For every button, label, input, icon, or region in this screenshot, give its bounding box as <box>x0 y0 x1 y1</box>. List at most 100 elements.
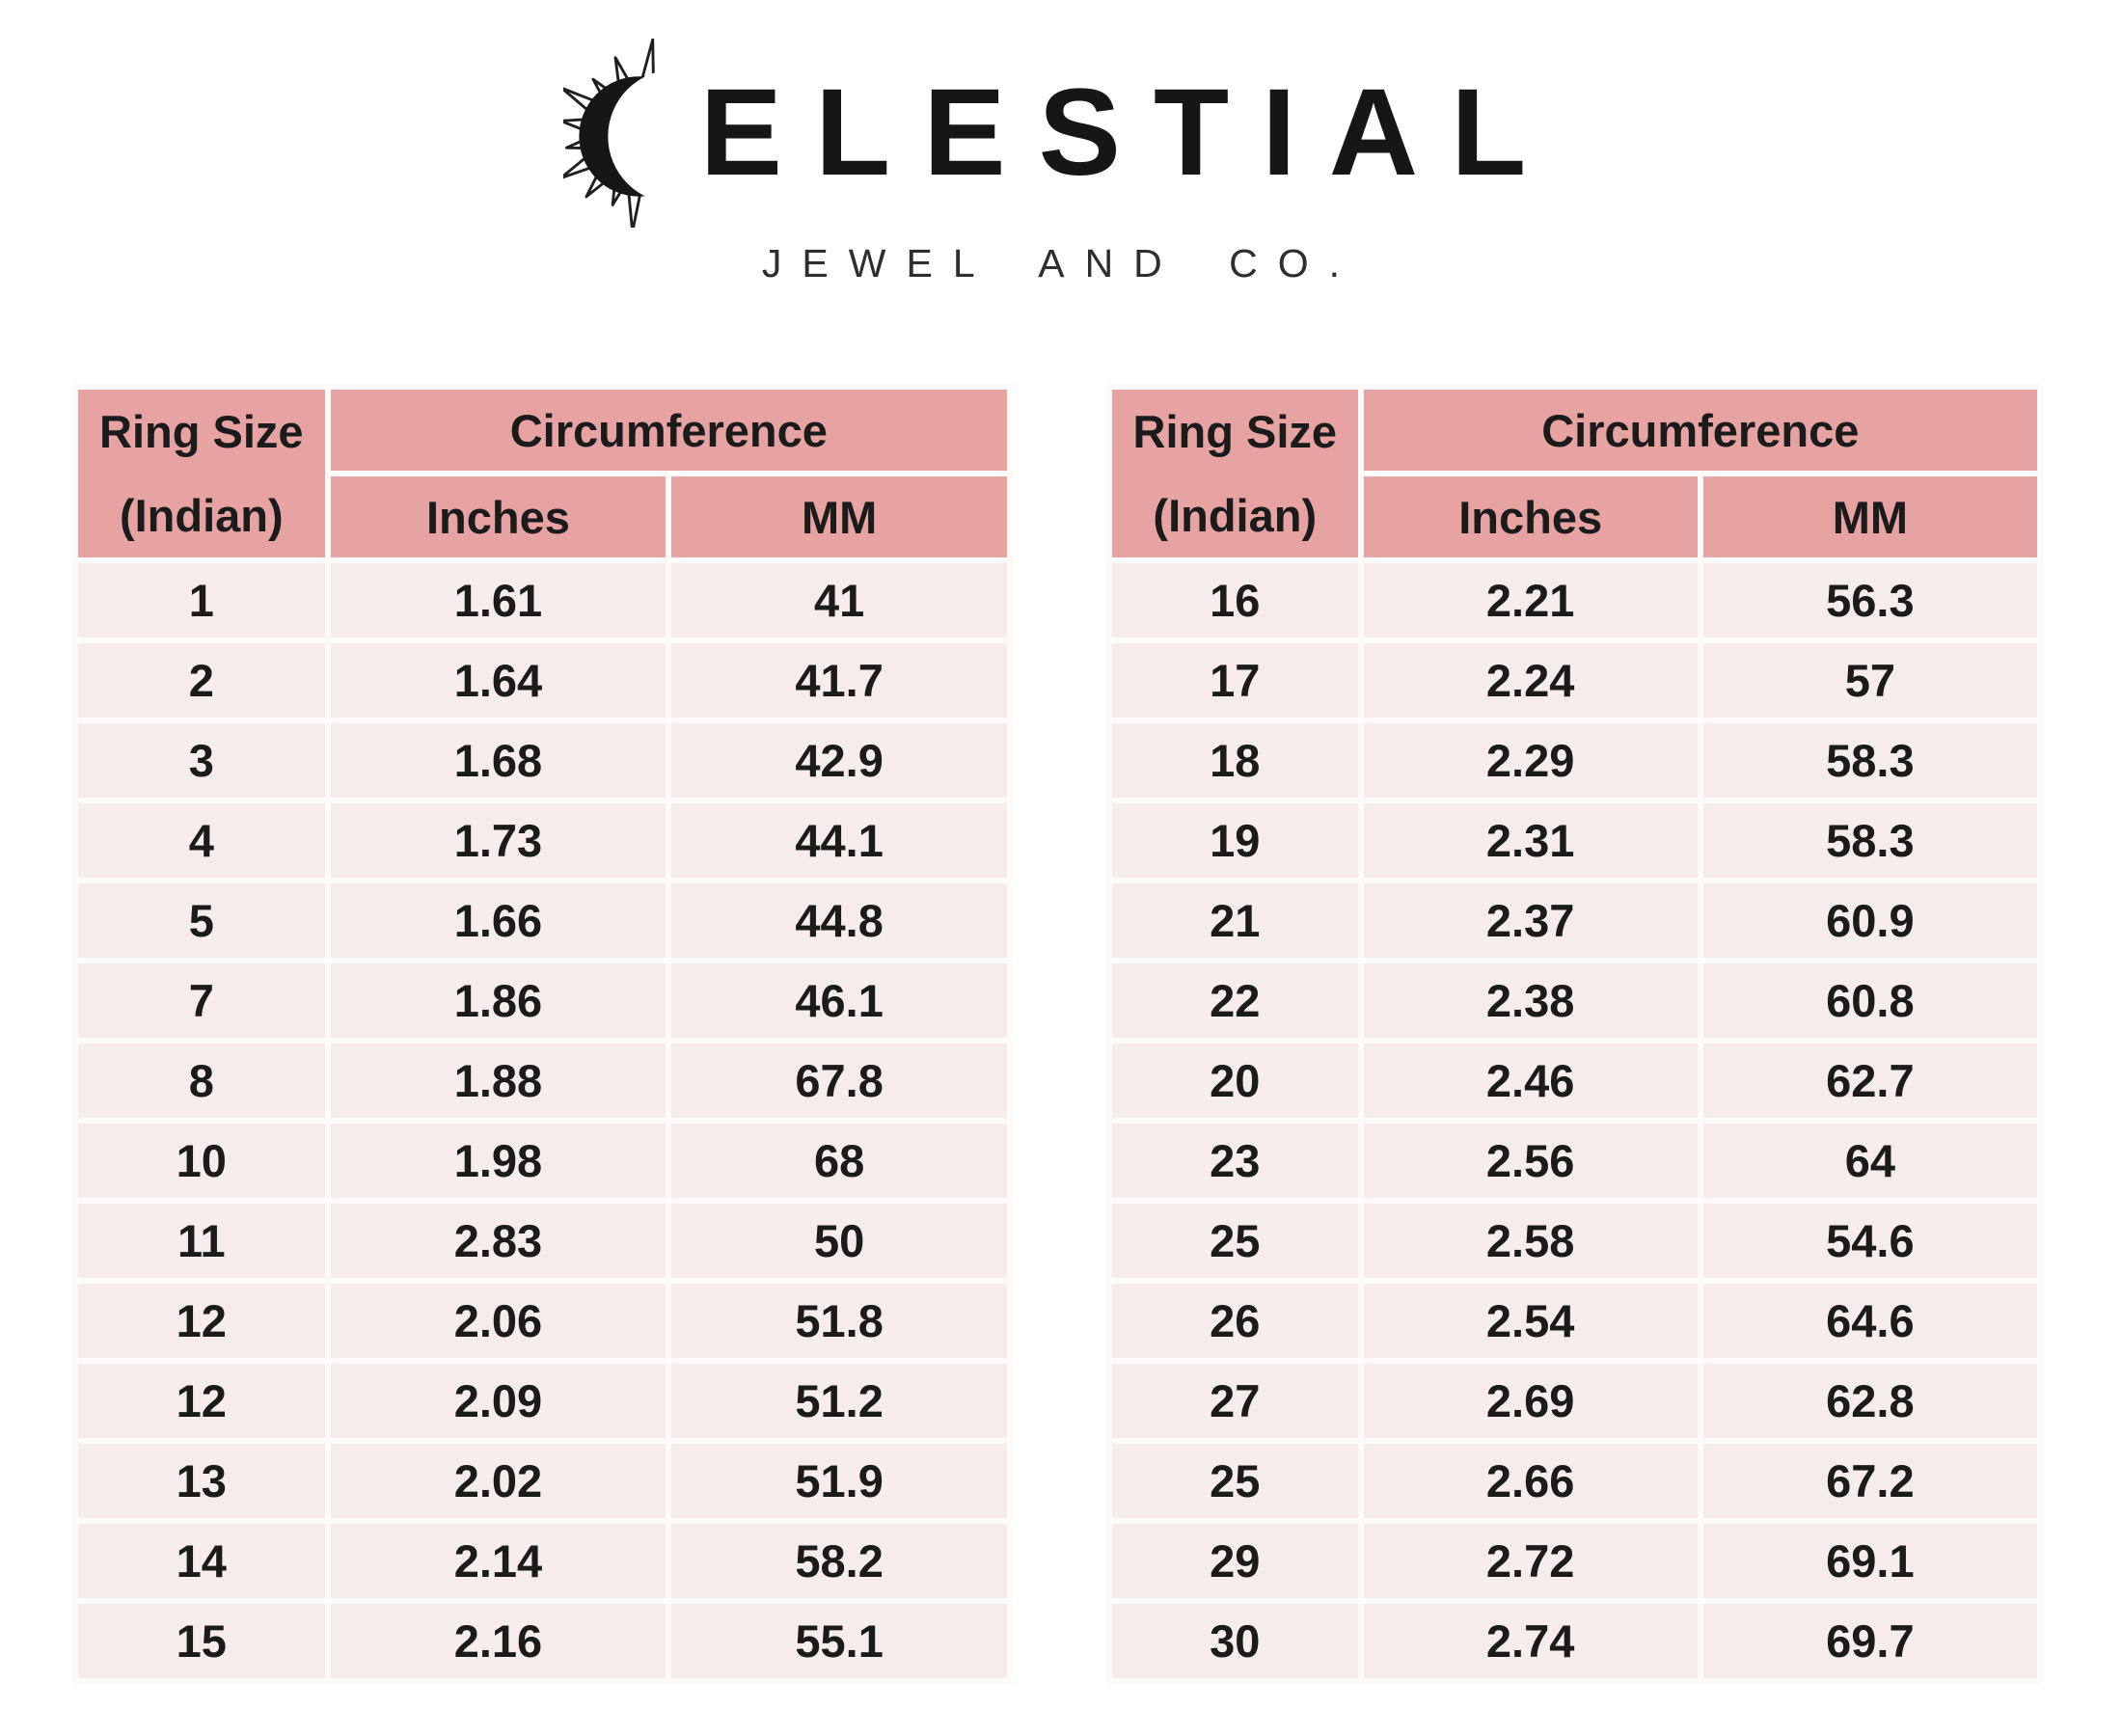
table-row: 20 2.46 62.7 <box>1106 1038 2044 1124</box>
table-row: 12 2.09 51.2 <box>72 1358 1013 1444</box>
table-row: 4 1.73 44.1 <box>72 798 1013 883</box>
cell-inches: 1.98 <box>324 1118 672 1204</box>
cell-inches: 2.74 <box>1357 1598 1703 1684</box>
cell-mm: 60.9 <box>1697 878 2044 963</box>
cell-mm: 56.3 <box>1697 557 2044 643</box>
cell-inches: 2.09 <box>324 1358 672 1444</box>
cell-inches: 2.58 <box>1357 1198 1703 1284</box>
cell-ring-size: 3 <box>72 718 331 803</box>
table-row: 13 2.02 51.9 <box>72 1438 1013 1524</box>
cell-mm: 57 <box>1697 637 2044 723</box>
cell-mm: 54.6 <box>1697 1198 2044 1284</box>
cell-inches: 2.54 <box>1357 1278 1703 1364</box>
cell-inches: 1.68 <box>324 718 672 803</box>
table-row: 8 1.88 67.8 <box>72 1038 1013 1124</box>
cell-ring-size: 25 <box>1106 1198 1364 1284</box>
header-ring-size-line2: (Indian) <box>119 490 284 541</box>
brand-wordmark-line: ELESTIAL <box>0 39 2122 228</box>
cell-inches: 2.83 <box>324 1198 672 1284</box>
table-row: 23 2.56 64 <box>1106 1118 2044 1204</box>
header-ring-size: Ring Size (Indian) <box>1106 384 1364 563</box>
cell-inches: 2.29 <box>1357 718 1703 803</box>
cell-inches: 2.72 <box>1357 1518 1703 1604</box>
table-row: 5 1.66 44.8 <box>72 878 1013 963</box>
table-row: 3 1.68 42.9 <box>72 718 1013 803</box>
table-row: 19 2.31 58.3 <box>1106 798 2044 883</box>
cell-ring-size: 29 <box>1106 1518 1364 1604</box>
cell-inches: 1.66 <box>324 878 672 963</box>
cell-ring-size: 25 <box>1106 1438 1364 1524</box>
cell-ring-size: 4 <box>72 798 331 883</box>
table-row: 21 2.37 60.9 <box>1106 878 2044 963</box>
table-header: Ring Size (Indian) Circumference Inches … <box>72 384 1014 563</box>
header-ring-size-line1: Ring Size <box>1132 406 1338 457</box>
table-row: 12 2.06 51.8 <box>72 1278 1013 1364</box>
cell-mm: 69.1 <box>1697 1518 2044 1604</box>
cell-mm: 67.8 <box>666 1038 1013 1124</box>
cell-mm: 68 <box>666 1118 1013 1204</box>
cell-ring-size: 30 <box>1106 1598 1364 1684</box>
header-circumference: Circumference <box>324 384 1014 476</box>
cell-ring-size: 21 <box>1106 878 1364 963</box>
cell-inches: 1.64 <box>324 637 672 723</box>
header-mm: MM <box>666 471 1013 563</box>
cell-ring-size: 26 <box>1106 1278 1364 1364</box>
table-row: 10 1.98 68 <box>72 1118 1013 1204</box>
cell-inches: 1.61 <box>324 557 672 643</box>
size-tables: Ring Size (Indian) Circumference Inches … <box>72 384 2044 1684</box>
cell-inches: 2.46 <box>1357 1038 1703 1124</box>
table-body: 1 1.61 4 1 2 1.64 41.7 3 1.68 42.9 4 1.73 44.1 5 1.66 4… <box>72 557 1013 1684</box>
brand-logo: ELESTIAL JEWEL AND CO. <box>0 39 2122 286</box>
cell-mm: 51.8 <box>666 1278 1013 1364</box>
header-mm: MM <box>1697 471 2044 563</box>
cell-ring-size: 14 <box>72 1518 331 1604</box>
cell-inches: 1.73 <box>324 798 672 883</box>
cell-mm: 58.3 <box>1697 798 2044 883</box>
table-row: 11 2.83 50 <box>72 1198 1013 1284</box>
table-row: 27 2.69 62.8 <box>1106 1358 2044 1444</box>
cell-mm: 55.1 <box>666 1598 1013 1684</box>
cell-mm: 51.2 <box>666 1358 1013 1444</box>
cell-mm: 60.8 <box>1697 958 2044 1044</box>
table-header: Ring Size (Indian) Circumference Inches … <box>1106 384 2044 563</box>
cell-ring-size: 22 <box>1106 958 1364 1044</box>
cell-inches: 2.37 <box>1357 878 1703 963</box>
ring-size-table-left: Ring Size (Indian) Circumference Inches … <box>72 384 1014 1684</box>
ring-size-table-right: Ring Size (Indian) Circumference Inches … <box>1106 384 2044 1684</box>
cell-mm: 46.1 <box>666 958 1013 1044</box>
header-ring-size: Ring Size (Indian) <box>72 384 331 563</box>
header-circumference: Circumference <box>1357 384 2044 476</box>
cell-inches: 2.16 <box>324 1598 672 1684</box>
table-row: 7 1.86 46.1 <box>72 958 1013 1044</box>
cell-mm: 41.7 <box>666 637 1013 723</box>
cell-mm: 58.3 <box>1697 718 2044 803</box>
cell-ring-size: 19 <box>1106 798 1364 883</box>
cell-mm: 67.2 <box>1697 1438 2044 1524</box>
table-row: 15 2.16 55.1 <box>72 1598 1013 1684</box>
table-row: 18 2.29 58.3 <box>1106 718 2044 803</box>
cell-mm: 62.7 <box>1697 1038 2044 1124</box>
brand-subtitle: JEWEL AND CO. <box>761 241 1361 285</box>
brand-wordmark: ELESTIAL <box>699 64 1560 202</box>
cell-ring-size: 20 <box>1106 1038 1364 1124</box>
cell-inches: 2.38 <box>1357 958 1703 1044</box>
cell-inches: 2.14 <box>324 1518 672 1604</box>
cell-mm: 44.1 <box>666 798 1013 883</box>
table-row: 25 2.58 54.6 <box>1106 1198 2044 1284</box>
cell-ring-size: 1 <box>72 557 331 643</box>
table-row: 30 2.74 69.7 <box>1106 1598 2044 1684</box>
cell-ring-size: 2 <box>72 637 331 723</box>
cell-ring-size: 18 <box>1106 718 1364 803</box>
cell-ring-size: 5 <box>72 878 331 963</box>
cell-ring-size: 12 <box>72 1278 331 1364</box>
cell-mm: 50 <box>666 1198 1013 1284</box>
cell-inches: 2.24 <box>1357 637 1703 723</box>
table-row: 25 2.66 67.2 <box>1106 1438 2044 1524</box>
table-row: 2 1.64 41.7 <box>72 637 1013 723</box>
table-row: 29 2.72 69.1 <box>1106 1518 2044 1604</box>
cell-ring-size: 16 <box>1106 557 1364 643</box>
cell-inches: 2.21 <box>1357 557 1703 643</box>
cell-ring-size: 15 <box>72 1598 331 1684</box>
table-row: 17 2.24 57 <box>1106 637 2044 723</box>
cell-inches: 2.56 <box>1357 1118 1703 1204</box>
